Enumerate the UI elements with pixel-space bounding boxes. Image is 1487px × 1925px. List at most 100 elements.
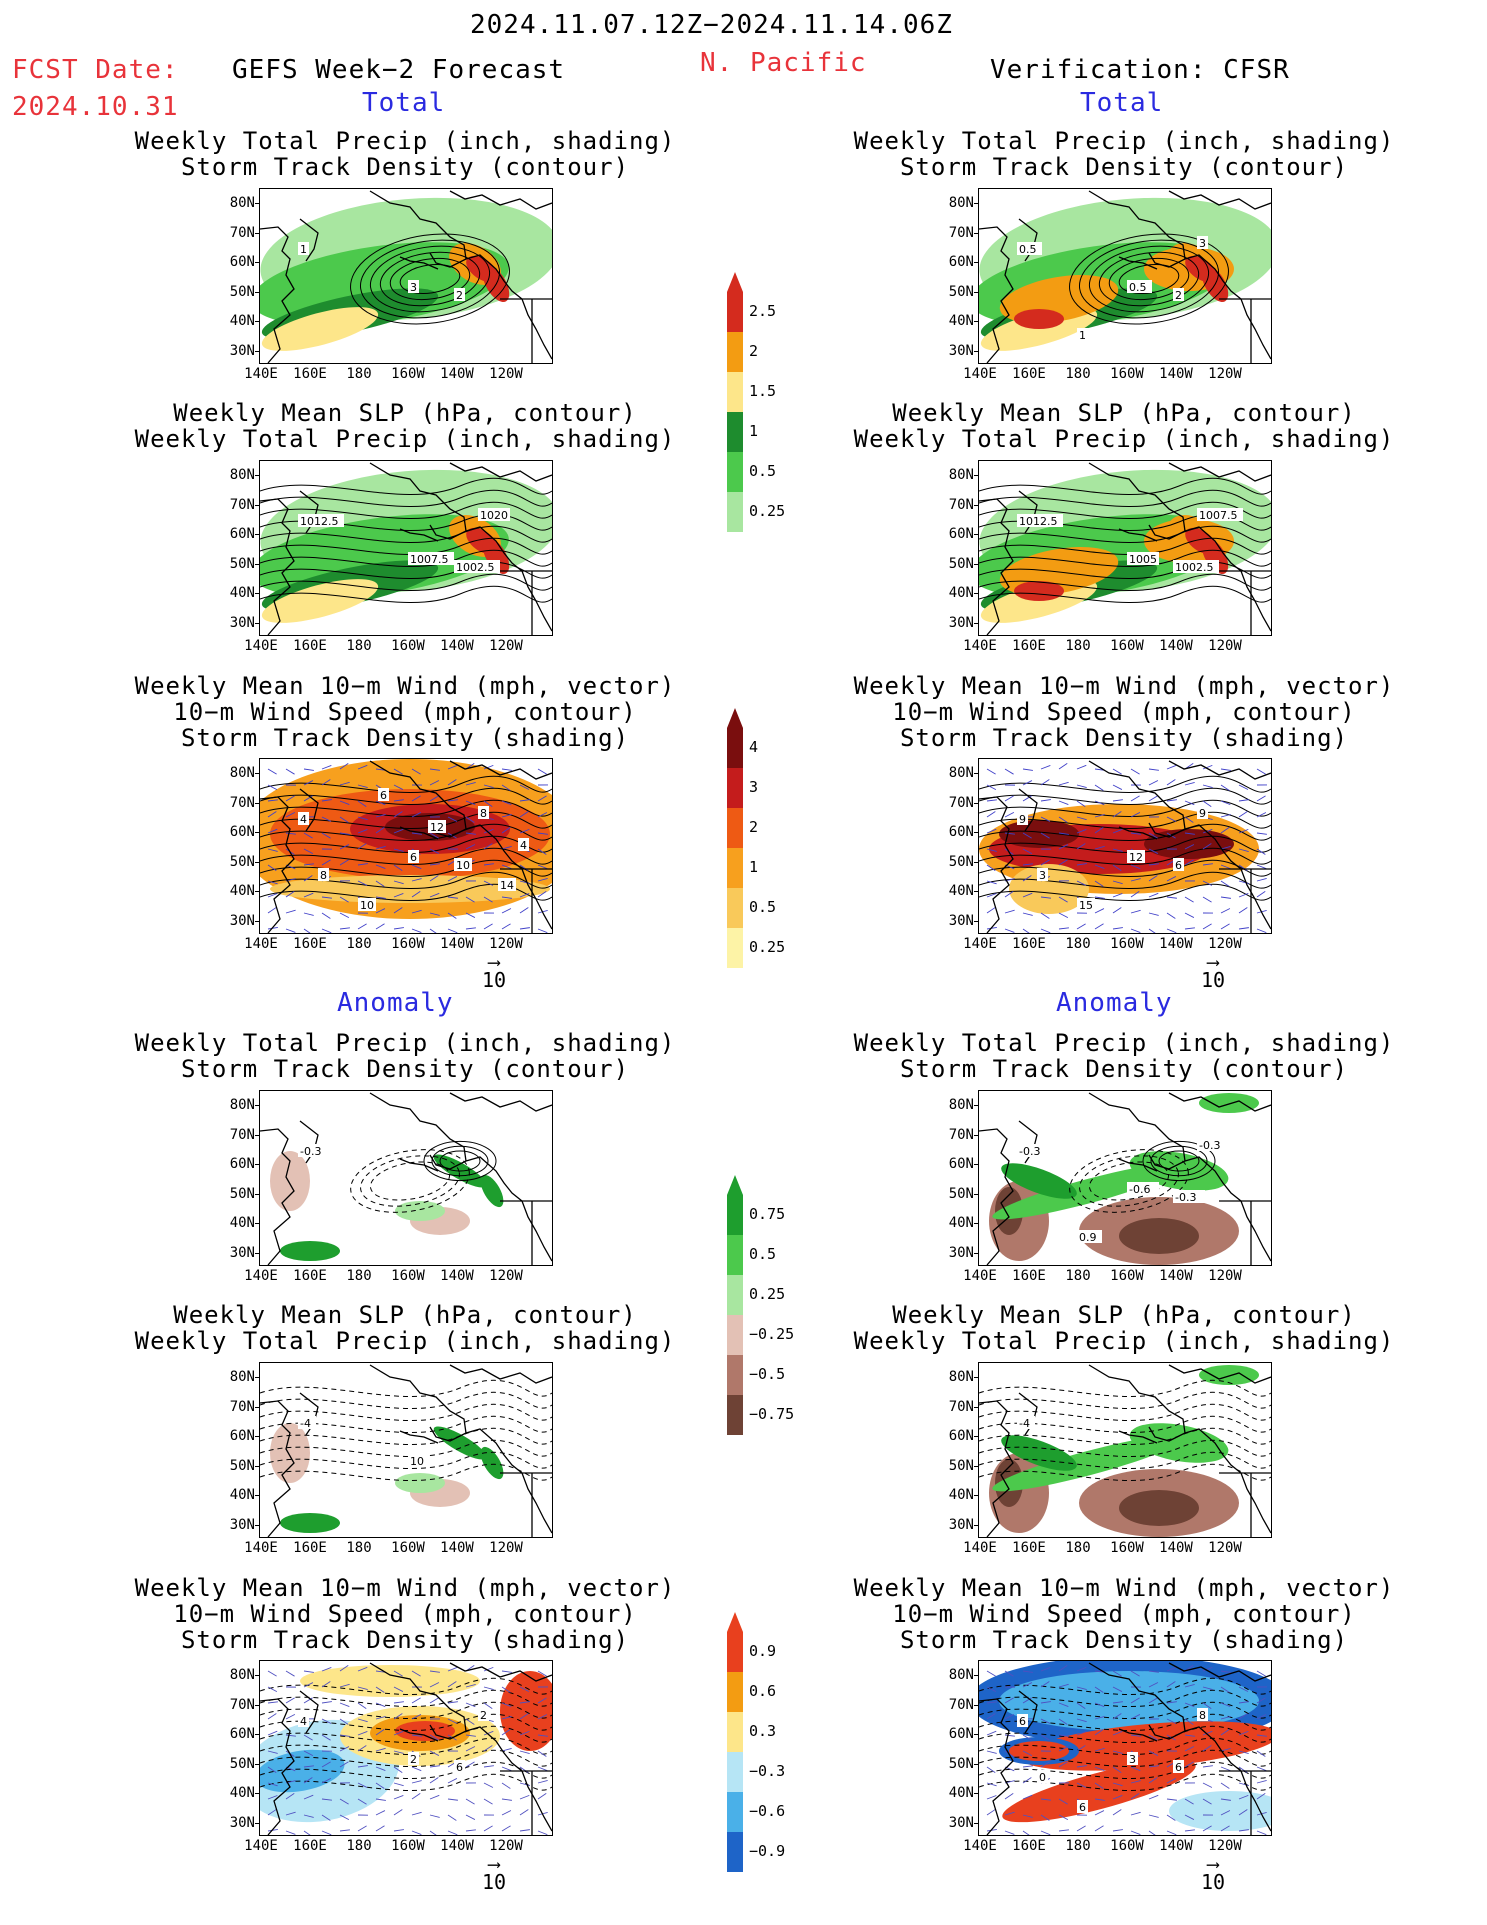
map-forecast: 4 6 10 8 10 8 14 12 6 4 [260, 759, 552, 933]
lat-tick [255, 1252, 260, 1254]
contour-label-bg [1077, 1800, 1088, 1813]
contour-label: 1012.5 [1019, 515, 1058, 528]
lon-label: 160W [1110, 936, 1144, 952]
contour-label: 9 [1019, 813, 1026, 826]
colorbar-storm-total-svg [727, 708, 743, 968]
lat-label: 40N [229, 883, 255, 899]
anom-storm-pos [1019, 1721, 1271, 1771]
storm-anom-neg [350, 1149, 470, 1213]
lat-tick [255, 203, 260, 204]
colorbar-segment [727, 1235, 743, 1275]
anom-storm-pos [300, 1665, 480, 1697]
panel-title-line: Weekly Total Precip (inch, shading) [853, 425, 1395, 453]
lat-label: 40N [229, 1487, 255, 1503]
panel-title-line: 10−m Wind Speed (mph, contour) [892, 698, 1356, 726]
contour-label-bg [1017, 242, 1042, 255]
anom-wet [1199, 1093, 1259, 1113]
colorbar-precip-total [727, 272, 743, 542]
contour-label: 6 [1175, 1761, 1182, 1774]
lat-tick [255, 802, 260, 804]
contour-label-bg [378, 788, 389, 801]
lon-label: 180 [346, 1838, 372, 1854]
wind-vectors [986, 762, 1268, 933]
contour-label: -0.3 [1175, 1191, 1196, 1204]
contour-label: 10 [410, 1455, 424, 1468]
anom-wet [992, 1162, 1186, 1220]
lat-label: 30N [229, 342, 255, 359]
lat-tick [974, 291, 979, 293]
lat-tick [974, 1495, 979, 1496]
colorbar-label: 2.5 [749, 302, 777, 320]
contour-label-bg [1017, 1416, 1035, 1429]
lat-label: 60N [229, 1428, 255, 1444]
lat-label: 60N [229, 1726, 255, 1742]
map-panel-verif_total_slp: 1012.5 1005 1002.5 1007.5 [978, 460, 1272, 636]
map-panel-fcst_anom_slp: -4 10 [259, 1362, 553, 1538]
contour-label: 4 [300, 1715, 307, 1728]
contour-label-bg [298, 1714, 309, 1727]
lon-label: 160W [391, 1838, 425, 1854]
lat-tick [974, 563, 979, 565]
contour-label-bg [408, 280, 419, 293]
lat-tick [974, 802, 979, 804]
lat-tick [974, 1465, 979, 1467]
lon-label: 120W [489, 1268, 523, 1284]
lon-label: 140E [244, 366, 278, 382]
lat-tick [255, 1734, 260, 1735]
vector-scale-label: 10 [1200, 968, 1226, 992]
colorbar-segment [727, 768, 743, 808]
lon-label: 160E [293, 1838, 327, 1854]
lat-label: 50N [229, 1457, 255, 1474]
panel-title-line: Weekly Total Precip (inch, shading) [853, 1327, 1395, 1355]
storm-anom-pos [1142, 1140, 1216, 1182]
lat-label: 50N [229, 1185, 255, 1202]
contour-label-bg [1077, 1230, 1102, 1243]
colorbar-label: −0.75 [749, 1405, 795, 1423]
lon-label: 160E [1012, 1838, 1046, 1854]
lon-label: 160E [293, 638, 327, 654]
lat-label: 60N [948, 1726, 974, 1742]
lat-tick [974, 622, 979, 624]
panel-title-line: 10−m Wind Speed (mph, contour) [173, 698, 637, 726]
contour-label: 3 [1039, 869, 1046, 882]
contour-label-bg [1127, 280, 1152, 293]
lon-label: 160E [1012, 366, 1046, 382]
colorbar-segment [727, 1672, 743, 1712]
lat-label: 80N [229, 195, 255, 211]
lat-label: 70N [229, 224, 255, 241]
lon-label: 140W [440, 1268, 474, 1284]
section-anomaly-left: Anomaly [337, 988, 454, 1018]
map-verification: 9 12 6 9 15 3 [979, 760, 1271, 933]
panel-title-verif_anom_precip: Weekly Total Precip (inch, shading) Storm… [804, 1030, 1444, 1082]
lat-tick [255, 1406, 260, 1408]
contour-label: 1 [1079, 329, 1086, 342]
contour-label: 14 [500, 879, 514, 892]
lon-label: 160W [1110, 1268, 1144, 1284]
lat-tick [974, 504, 979, 506]
vector-scale: ⟶ 10 [464, 954, 524, 993]
lon-label: 160E [293, 366, 327, 382]
lon-label: 160W [1110, 366, 1144, 382]
panel-title-line: Weekly Mean SLP (hPa, contour) [892, 399, 1356, 427]
panel-title-fcst_total_precip: Weekly Total Precip (inch, shading) Storm… [85, 128, 725, 180]
lon-label: 140W [440, 366, 474, 382]
lon-label: 180 [1065, 1268, 1091, 1284]
colorbar-segment [727, 1792, 743, 1832]
lat-tick [255, 1675, 260, 1676]
date-range: 2024.11.07.12Z−2024.11.14.06Z [470, 10, 953, 40]
panel-title-line: Weekly Mean SLP (hPa, contour) [173, 399, 637, 427]
contour-label: 1020 [480, 509, 508, 522]
lat-tick [255, 1377, 260, 1378]
lon-label: 160E [1012, 1268, 1046, 1284]
anom-dry [270, 1151, 310, 1211]
lon-label: 120W [1208, 366, 1242, 382]
contour-label: 0.9 [1079, 1231, 1097, 1244]
contour-label: 4 [300, 813, 307, 826]
anom-wet [433, 1426, 487, 1460]
lat-label: 40N [948, 1487, 974, 1503]
lat-label: 50N [948, 283, 974, 300]
lat-tick [974, 1704, 979, 1706]
lat-label: 60N [229, 824, 255, 840]
panel-title-line: Weekly Total Precip (inch, shading) [134, 425, 676, 453]
vector-scale: ⟶ 10 [1183, 954, 1243, 993]
